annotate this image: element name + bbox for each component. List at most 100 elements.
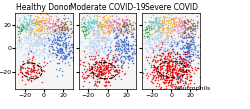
Point (173, 17, 177, 19)
Point (161, 24, 165, 26)
Point (83, 57, 87, 58)
Point (96, 54, 100, 55)
Point (190, 33, 194, 34)
Point (66, 61, 70, 63)
Point (87, 21, 91, 22)
Point (22, 74, 26, 76)
Point (114, 55, 118, 57)
Point (102, 52, 106, 54)
Point (18, 65, 22, 67)
Point (129, 31, 133, 33)
Point (186, 60, 190, 62)
Point (190, 41, 194, 43)
Point (152, 42, 156, 44)
Point (56, 39, 60, 41)
Point (166, 63, 170, 65)
Point (173, 38, 177, 39)
Point (169, 83, 173, 85)
Point (161, 64, 165, 66)
Point (18, 71, 22, 73)
Point (25, 28, 29, 30)
Point (72, 32, 76, 33)
Point (160, 54, 164, 55)
Point (32, 56, 36, 58)
Point (117, 23, 121, 25)
Point (130, 60, 134, 62)
Point (50, 28, 54, 30)
Point (196, 67, 200, 69)
Point (96, 63, 100, 65)
Point (39, 28, 43, 30)
Point (55, 36, 59, 38)
Point (98, 47, 102, 49)
Point (152, 59, 156, 61)
Point (60, 26, 64, 28)
Point (102, 32, 106, 33)
Point (163, 44, 167, 45)
Point (32, 34, 36, 36)
Point (35, 21, 39, 22)
Point (174, 40, 178, 42)
Point (144, 31, 148, 33)
Point (189, 75, 193, 77)
Point (128, 57, 132, 59)
Point (115, 32, 119, 34)
Point (172, 26, 176, 28)
Point (56, 49, 60, 51)
Point (33, 30, 37, 32)
Point (104, 20, 108, 22)
Point (186, 50, 190, 51)
Point (101, 37, 105, 39)
Point (91, 72, 95, 73)
Point (31, 53, 35, 55)
Point (147, 31, 151, 33)
Point (44, 24, 48, 25)
Point (200, 74, 204, 76)
Point (182, 35, 186, 37)
Point (138, 43, 142, 45)
Point (91, 46, 95, 48)
Point (157, 27, 161, 29)
Point (188, 35, 192, 37)
Point (63, 37, 67, 38)
Point (185, 51, 189, 53)
Point (154, 30, 158, 31)
Point (186, 65, 190, 67)
Point (165, 27, 169, 28)
Point (178, 47, 182, 49)
Point (173, 58, 177, 59)
Point (166, 61, 170, 63)
Point (47, 23, 51, 24)
Point (107, 81, 111, 83)
Point (105, 92, 109, 94)
Point (126, 55, 130, 57)
Point (31, 69, 35, 70)
Point (168, 31, 172, 33)
Point (162, 41, 166, 43)
Point (168, 91, 172, 93)
Point (96, 57, 100, 59)
Point (56, 24, 60, 26)
Point (174, 43, 178, 45)
Point (57, 44, 61, 46)
Point (84, 33, 88, 35)
Point (182, 26, 186, 28)
Point (23, 57, 27, 59)
Point (34, 33, 38, 35)
Point (135, 46, 139, 47)
Point (60, 52, 64, 54)
Point (29, 31, 33, 33)
Point (119, 49, 123, 51)
Point (70, 30, 74, 32)
Point (178, 58, 182, 60)
Point (90, 44, 94, 46)
Point (158, 23, 162, 25)
Point (26, 52, 30, 54)
Point (84, 45, 88, 46)
Point (160, 58, 164, 59)
Point (101, 69, 105, 71)
Point (154, 18, 158, 19)
Point (188, 44, 192, 46)
Point (92, 61, 96, 62)
Point (36, 45, 40, 47)
